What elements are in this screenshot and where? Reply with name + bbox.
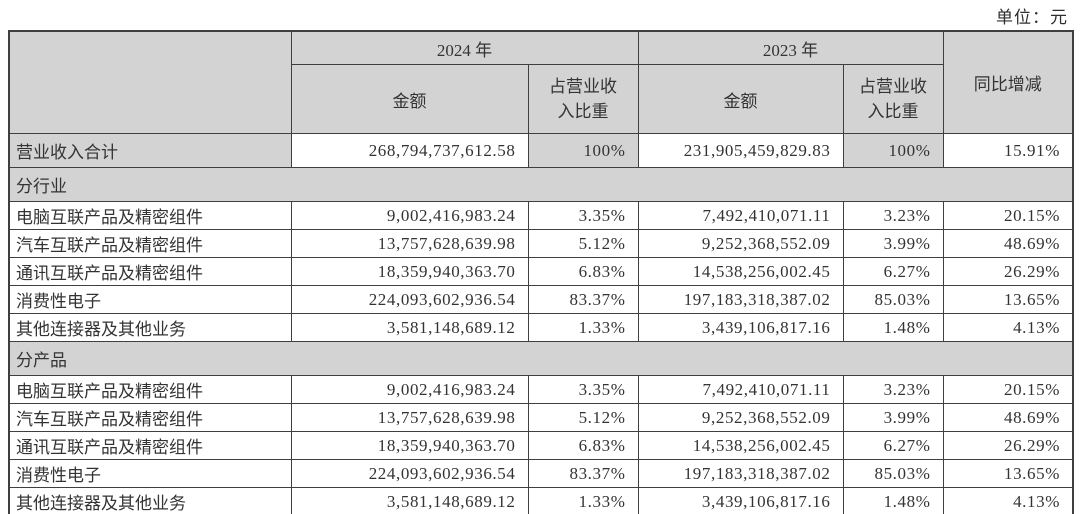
yoy-change: 48.69% xyxy=(942,229,1074,258)
yoy-change: 26.29% xyxy=(942,431,1074,460)
ratio-2024: 1.33% xyxy=(527,487,639,514)
table-row: 汽车互联产品及精密组件 13,757,628,639.98 5.12% 9,25… xyxy=(8,229,1074,258)
ratio-2024: 83.37% xyxy=(527,459,639,488)
amount-2023: 197,183,318,387.02 xyxy=(637,459,844,488)
ratio-2024: 6.83% xyxy=(527,257,639,286)
ratio-2024: 5.12% xyxy=(527,403,639,432)
table-row: 通讯互联产品及精密组件 18,359,940,363.70 6.83% 14,5… xyxy=(8,431,1074,460)
ratio-2023: 3.23% xyxy=(842,201,944,230)
section-label: 分产品 xyxy=(8,341,1074,376)
amount-2024: 9,002,416,983.24 xyxy=(290,201,529,230)
amount-2023: 9,252,368,552.09 xyxy=(637,403,844,432)
amount-2023: 7,492,410,071.11 xyxy=(637,375,844,404)
col-header-ratio-2023: 占营业收入比重 xyxy=(842,64,944,134)
row-label: 汽车互联产品及精密组件 xyxy=(8,403,292,432)
ratio-2024: 3.35% xyxy=(527,201,639,230)
ratio-2023: 1.48% xyxy=(842,313,944,342)
amount-2023: 14,538,256,002.45 xyxy=(637,257,844,286)
yoy-change: 13.65% xyxy=(942,459,1074,488)
ratio-2023: 85.03% xyxy=(842,285,944,314)
col-header-ratio-2024: 占营业收入比重 xyxy=(527,64,639,134)
section-row-by-product: 分产品 xyxy=(8,341,1074,376)
col-header-2023: 2023 年 xyxy=(637,30,944,65)
section-row-by-industry: 分行业 xyxy=(8,167,1074,202)
ratio-2023: 3.23% xyxy=(842,375,944,404)
col-header-2024: 2024 年 xyxy=(290,30,639,65)
row-label: 其他连接器及其他业务 xyxy=(8,487,292,514)
ratio-2024: 83.37% xyxy=(527,285,639,314)
amount-2024: 18,359,940,363.70 xyxy=(290,431,529,460)
ratio-2023: 3.99% xyxy=(842,403,944,432)
table-row: 通讯互联产品及精密组件 18,359,940,363.70 6.83% 14,5… xyxy=(8,257,1074,286)
table-row: 汽车互联产品及精密组件 13,757,628,639.98 5.12% 9,25… xyxy=(8,403,1074,432)
ratio-2024: 3.35% xyxy=(527,375,639,404)
yoy-change: 15.91% xyxy=(942,133,1074,168)
revenue-breakdown-table: 2024 年 2023 年 同比增减 金额 占营业收入比重 金额 占营业收入比重… xyxy=(8,30,1074,514)
ratio-2023: 100% xyxy=(842,133,944,168)
ratio-2024: 5.12% xyxy=(527,229,639,258)
table-row: 消费性电子 224,093,602,936.54 83.37% 197,183,… xyxy=(8,285,1074,314)
yoy-change: 20.15% xyxy=(942,375,1074,404)
ratio-header-text: 占营业收入比重 xyxy=(549,76,617,122)
header-sub-row: 金额 占营业收入比重 金额 占营业收入比重 xyxy=(9,64,1073,134)
amount-2023: 197,183,318,387.02 xyxy=(637,285,844,314)
row-label: 其他连接器及其他业务 xyxy=(8,313,292,342)
col-header-yoy: 同比增减 xyxy=(942,30,1074,134)
table-row-total-revenue: 营业收入合计 268,794,737,612.58 100% 231,905,4… xyxy=(8,133,1074,168)
section-label: 分行业 xyxy=(8,167,1074,202)
table-row: 其他连接器及其他业务 3,581,148,689.12 1.33% 3,439,… xyxy=(8,313,1074,342)
yoy-change: 4.13% xyxy=(942,313,1074,342)
header-year-row: 2024 年 2023 年 同比增减 xyxy=(8,30,1074,134)
col-header-amount-2024: 金额 xyxy=(290,64,529,134)
unit-label: 单位：元 xyxy=(996,8,1068,27)
amount-2024: 268,794,737,612.58 xyxy=(290,133,529,168)
amount-2024: 13,757,628,639.98 xyxy=(290,229,529,258)
row-label: 消费性电子 xyxy=(8,459,292,488)
amount-2023: 14,538,256,002.45 xyxy=(637,431,844,460)
yoy-change: 4.13% xyxy=(942,487,1074,514)
amount-2024: 3,581,148,689.12 xyxy=(290,487,529,514)
row-label: 通讯互联产品及精密组件 xyxy=(8,257,292,286)
table-row: 电脑互联产品及精密组件 9,002,416,983.24 3.35% 7,492… xyxy=(8,375,1074,404)
row-label: 汽车互联产品及精密组件 xyxy=(8,229,292,258)
yoy-change: 13.65% xyxy=(942,285,1074,314)
row-label: 通讯互联产品及精密组件 xyxy=(8,431,292,460)
row-label: 营业收入合计 xyxy=(8,133,292,168)
amount-2024: 224,093,602,936.54 xyxy=(290,459,529,488)
yoy-change: 48.69% xyxy=(942,403,1074,432)
ratio-2023: 6.27% xyxy=(842,431,944,460)
yoy-change: 26.29% xyxy=(942,257,1074,286)
amount-2023: 9,252,368,552.09 xyxy=(637,229,844,258)
corner-blank-cell xyxy=(8,30,292,134)
col-header-amount-2023: 金额 xyxy=(637,64,844,134)
ratio-header-text: 占营业收入比重 xyxy=(859,76,927,122)
ratio-2023: 85.03% xyxy=(842,459,944,488)
ratio-2023: 3.99% xyxy=(842,229,944,258)
ratio-2023: 1.48% xyxy=(842,487,944,514)
yoy-change: 20.15% xyxy=(942,201,1074,230)
amount-2023: 3,439,106,817.16 xyxy=(637,487,844,514)
row-label: 消费性电子 xyxy=(8,285,292,314)
table-row: 其他连接器及其他业务 3,581,148,689.12 1.33% 3,439,… xyxy=(8,487,1074,514)
amount-2023: 7,492,410,071.11 xyxy=(637,201,844,230)
table-row: 消费性电子 224,093,602,936.54 83.37% 197,183,… xyxy=(8,459,1074,488)
amount-2023: 231,905,459,829.83 xyxy=(637,133,844,168)
table-row: 电脑互联产品及精密组件 9,002,416,983.24 3.35% 7,492… xyxy=(8,201,1074,230)
amount-2024: 3,581,148,689.12 xyxy=(290,313,529,342)
amount-2024: 9,002,416,983.24 xyxy=(290,375,529,404)
amount-2024: 224,093,602,936.54 xyxy=(290,285,529,314)
ratio-2024: 1.33% xyxy=(527,313,639,342)
ratio-2024: 100% xyxy=(527,133,639,168)
row-label: 电脑互联产品及精密组件 xyxy=(8,375,292,404)
amount-2024: 18,359,940,363.70 xyxy=(290,257,529,286)
row-label: 电脑互联产品及精密组件 xyxy=(8,201,292,230)
amount-2024: 13,757,628,639.98 xyxy=(290,403,529,432)
amount-2023: 3,439,106,817.16 xyxy=(637,313,844,342)
ratio-2023: 6.27% xyxy=(842,257,944,286)
ratio-2024: 6.83% xyxy=(527,431,639,460)
